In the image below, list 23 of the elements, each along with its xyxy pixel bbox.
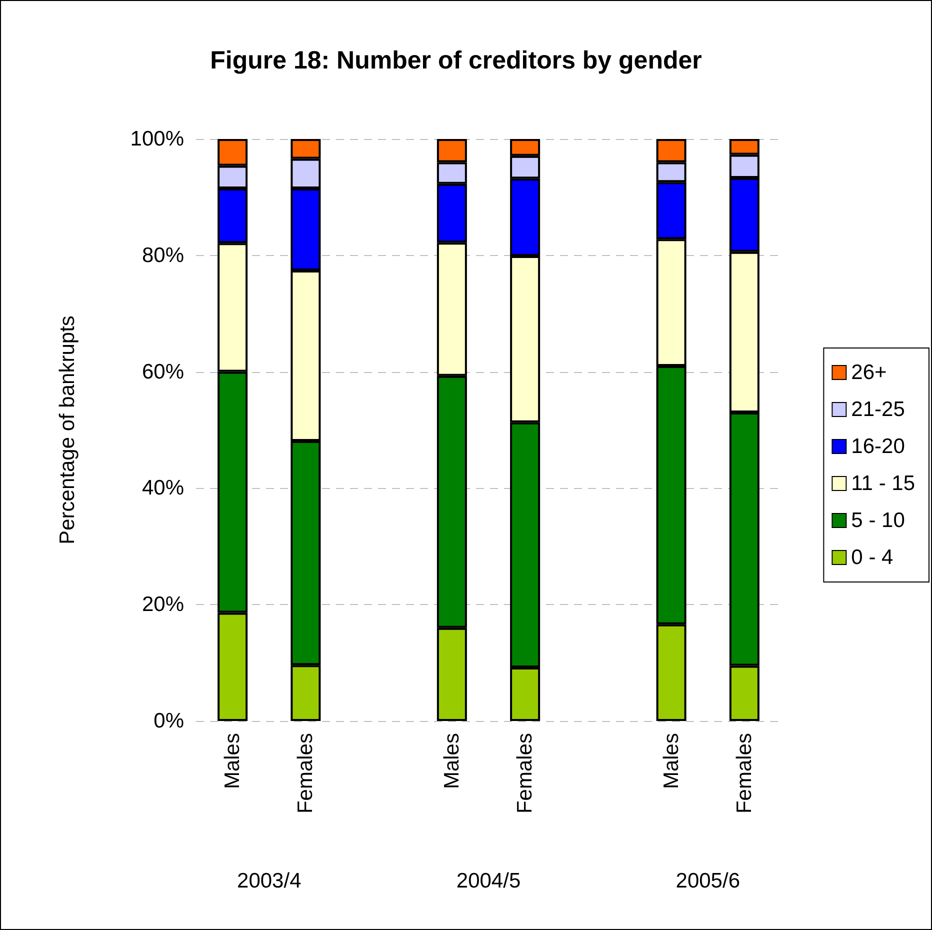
y-tick-label: 80% — [142, 244, 184, 267]
legend-label: 26+ — [851, 361, 887, 384]
x-tick-label: Females — [514, 733, 537, 814]
y-axis-title: Percentage of bankrupts — [56, 316, 79, 544]
x-tick-label: Males — [660, 733, 683, 790]
legend-label: 11 - 15 — [851, 472, 916, 495]
x-tick-label: Females — [294, 733, 318, 814]
legend-label: 21-25 — [851, 398, 905, 421]
legend-label: 16-20 — [851, 435, 905, 458]
text: 2003/4 — [237, 870, 302, 892]
legend-label: 0 - 4 — [851, 546, 894, 569]
text: 2004/5 — [456, 870, 521, 892]
y-tick-label: 0% — [154, 710, 184, 732]
x-tick-label: Females — [732, 733, 756, 814]
y-tick-label: 100% — [130, 128, 184, 150]
y-tick-label: 40% — [142, 476, 184, 500]
legend-label: 5 - 10 — [851, 509, 905, 532]
y-tick-label: 20% — [142, 593, 184, 616]
chart-title: Figure 18: Number of creditors by gender — [210, 46, 702, 74]
text: 2005/6 — [676, 870, 740, 892]
x-tick-label: Males — [221, 733, 244, 790]
y-tick-label: 60% — [142, 360, 184, 384]
x-tick-label: Males — [440, 733, 464, 790]
